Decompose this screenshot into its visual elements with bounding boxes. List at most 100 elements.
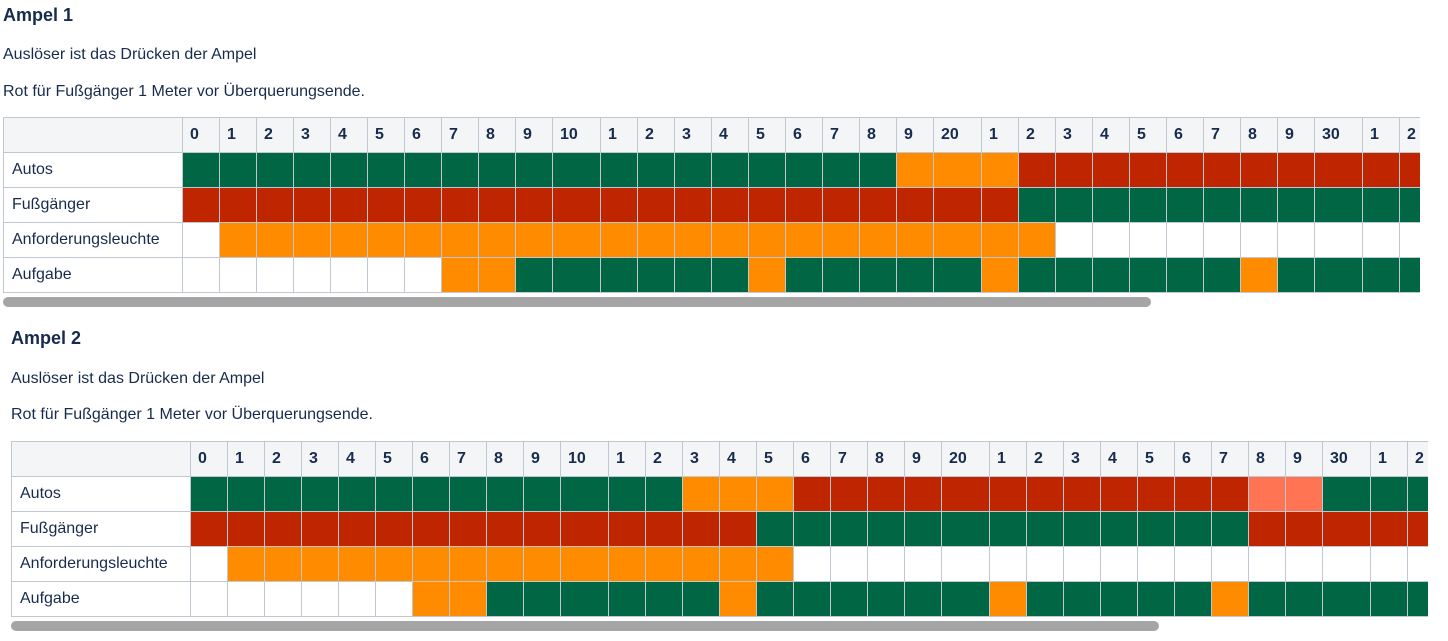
state-cell [1211, 476, 1249, 512]
state-cell [674, 152, 712, 188]
time-header-cell: 7 [830, 441, 868, 477]
state-cell [1407, 476, 1428, 512]
state-cell [674, 222, 712, 258]
ampel2-table-scroll-container[interactable]: 0 1 2 3 4 5 6 7 8 9 10 1 2 3 4 5 6 7 8 9 20 1 2 3 4 5 6 7 8 9 30 1 2 Auto… [11, 441, 1428, 621]
ampel1-table-scroll-container[interactable]: 0 1 2 3 4 5 6 7 8 9 10 1 2 3 4 5 6 7 8 9 20 1 2 3 4 5 6 7 8 9 30 1 2 Auto… [3, 117, 1420, 297]
state-cell [338, 476, 376, 512]
state-cell [933, 187, 982, 223]
time-header-cell: 10 [560, 441, 609, 477]
row-label: Autos [11, 476, 191, 512]
ampel1-description-trigger: Auslöser ist das Drücken der Ampel [3, 46, 257, 63]
state-cell [412, 476, 450, 512]
state-cell [219, 187, 257, 223]
state-cell [785, 187, 823, 223]
state-cell [1055, 187, 1093, 223]
state-cell [600, 152, 638, 188]
state-cell [748, 222, 786, 258]
state-cell [981, 187, 1019, 223]
state-cell [600, 257, 638, 293]
state-cell [981, 222, 1019, 258]
state-cell [719, 581, 757, 617]
state-cell [293, 187, 331, 223]
state-cell [981, 257, 1019, 293]
ampel2-description-trigger: Auslöser ist das Drücken der Ampel [11, 370, 265, 387]
state-cell [1314, 257, 1363, 293]
state-cell [1285, 476, 1323, 512]
time-header-cell: 4 [1092, 117, 1130, 153]
state-cell [822, 152, 860, 188]
state-cell [1092, 257, 1130, 293]
state-cell [1240, 222, 1278, 258]
state-cell [293, 152, 331, 188]
row-label: Fußgänger [11, 511, 191, 547]
row-label: Autos [3, 152, 183, 188]
state-cell [412, 581, 450, 617]
state-cell [552, 152, 601, 188]
state-cell [830, 476, 868, 512]
state-cell [645, 546, 683, 582]
state-cell [941, 546, 990, 582]
time-header-cell: 3 [293, 117, 331, 153]
state-cell [859, 187, 897, 223]
state-cell [859, 257, 897, 293]
time-header-cell: 1 [1362, 117, 1400, 153]
state-cell [1277, 187, 1315, 223]
state-cell [1370, 511, 1408, 547]
state-cell [1129, 187, 1167, 223]
table-row: Aufgabe [11, 581, 1428, 617]
time-header-cell: 4 [711, 117, 749, 153]
state-cell [674, 187, 712, 223]
time-header-cell: 7 [1211, 441, 1249, 477]
time-header-cell: 2 [645, 441, 683, 477]
state-cell [441, 152, 479, 188]
state-cell [293, 222, 331, 258]
state-cell [1100, 581, 1138, 617]
state-cell [1018, 222, 1056, 258]
state-cell [1314, 187, 1363, 223]
state-cell [1248, 511, 1286, 547]
state-cell [338, 546, 376, 582]
state-cell [486, 476, 524, 512]
state-cell [1137, 581, 1175, 617]
time-header-cell: 3 [1063, 441, 1101, 477]
state-cell [933, 152, 982, 188]
state-cell [404, 187, 442, 223]
state-cell [1240, 187, 1278, 223]
state-cell [711, 152, 749, 188]
ampel2-timing-table: 0 1 2 3 4 5 6 7 8 9 10 1 2 3 4 5 6 7 8 9 20 1 2 3 4 5 6 7 8 9 30 1 2 Auto… [11, 441, 1428, 617]
state-cell [748, 152, 786, 188]
state-cell [190, 581, 228, 617]
state-cell [719, 546, 757, 582]
state-cell [1026, 546, 1064, 582]
state-cell [560, 546, 609, 582]
state-cell [182, 187, 220, 223]
ampel1-horizontal-scrollbar[interactable] [3, 297, 1151, 307]
state-cell [1203, 152, 1241, 188]
state-cell [711, 222, 749, 258]
time-header-cell: 3 [1055, 117, 1093, 153]
state-cell [896, 222, 934, 258]
state-cell [301, 581, 339, 617]
state-cell [1100, 476, 1138, 512]
row-label: Fußgänger [3, 187, 183, 223]
state-cell [404, 152, 442, 188]
state-cell [523, 476, 561, 512]
state-cell [933, 257, 982, 293]
state-cell [190, 511, 228, 547]
state-cell [449, 581, 487, 617]
state-cell [1285, 581, 1323, 617]
state-cell [1174, 476, 1212, 512]
state-cell [1026, 476, 1064, 512]
ampel2-horizontal-scrollbar[interactable] [11, 621, 1159, 631]
state-cell [227, 476, 265, 512]
state-cell [1407, 511, 1428, 547]
state-cell [719, 476, 757, 512]
state-cell [1362, 187, 1400, 223]
time-header-cell: 9 [1277, 117, 1315, 153]
state-cell [1129, 152, 1167, 188]
state-cell [756, 476, 794, 512]
row-label: Anforderungsleuchte [11, 546, 191, 582]
state-cell [449, 546, 487, 582]
state-cell [1322, 546, 1371, 582]
time-header-cell: 1 [227, 441, 265, 477]
